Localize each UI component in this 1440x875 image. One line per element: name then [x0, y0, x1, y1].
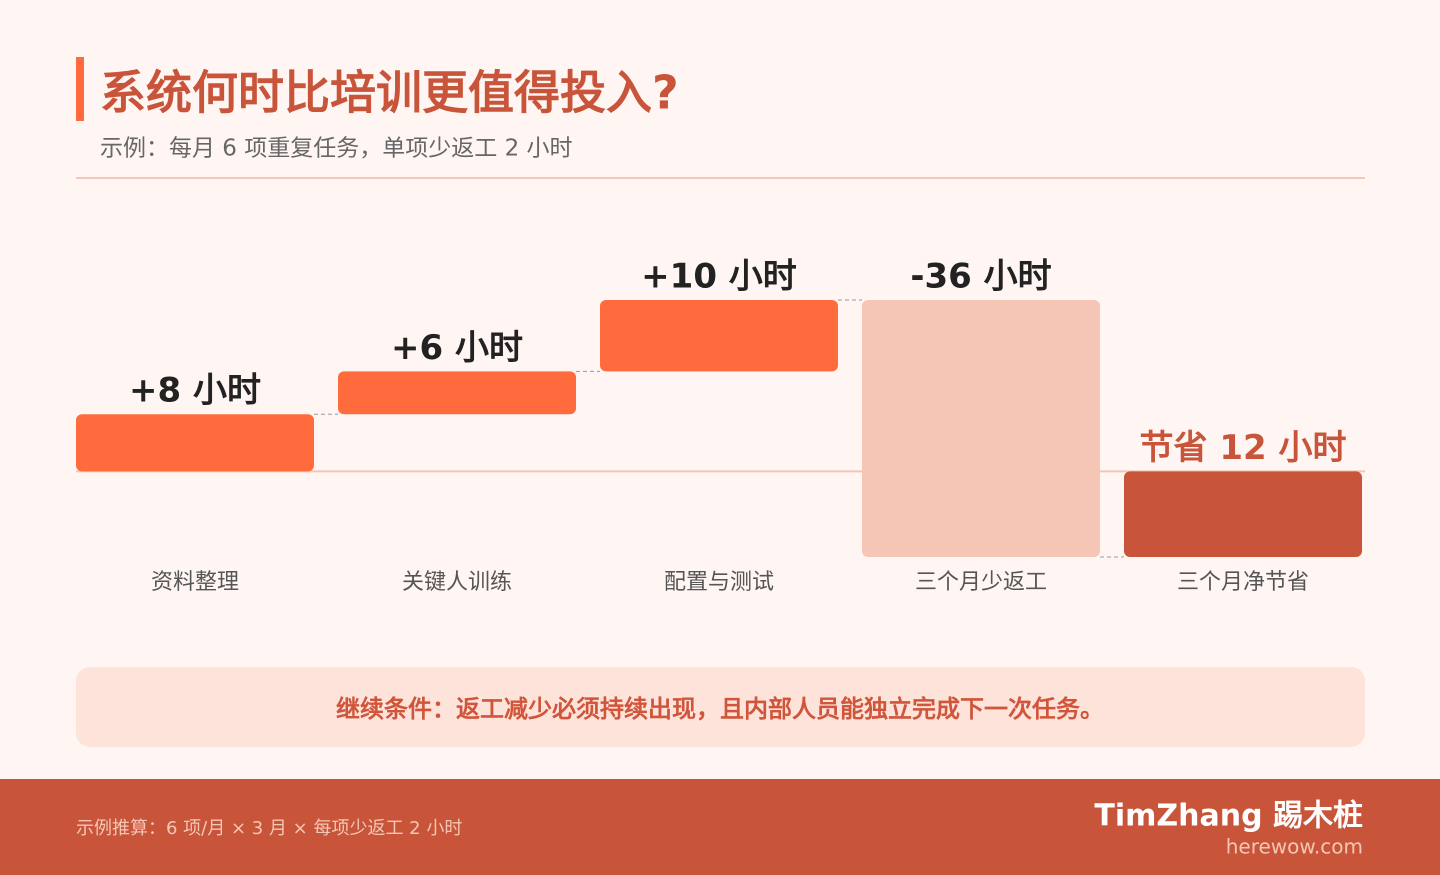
bar — [1124, 471, 1362, 557]
note-box — [76, 667, 1365, 747]
chart-subtitle: 示例：每月 6 项重复任务，单项少返工 2 小时 — [100, 136, 573, 162]
bar — [862, 300, 1100, 557]
brand: TimZhang 踢木桩 — [1094, 799, 1363, 834]
bar — [600, 300, 838, 372]
x-tick-label: 资料整理 — [151, 570, 239, 595]
x-tick-label: 配置与测试 — [664, 570, 774, 595]
bar — [76, 414, 314, 472]
title-accent — [76, 57, 84, 121]
site: herewow.com — [1226, 835, 1363, 859]
x-tick-label: 三个月净节省 — [1177, 570, 1309, 595]
value-label: +8 小时 — [129, 371, 261, 411]
footer-bar — [0, 779, 1440, 875]
x-tick-label: 三个月少返工 — [915, 570, 1047, 595]
x-tick-label: 关键人训练 — [402, 570, 512, 595]
value-label: 节省 12 小时 — [1140, 428, 1347, 468]
value-label: -36 小时 — [910, 257, 1051, 297]
footer-calculation: 示例推算：6 项/月 × 3 月 × 每项少返工 2 小时 — [76, 818, 462, 839]
bar — [338, 371, 576, 415]
chart-title: 系统何时比培训更值得投入? — [100, 66, 679, 120]
value-label: +6 小时 — [391, 328, 523, 368]
value-label: +10 小时 — [641, 257, 797, 297]
note: 继续条件：返工减少必须持续出现，且内部人员能独立完成下一次任务。 — [336, 695, 1104, 723]
